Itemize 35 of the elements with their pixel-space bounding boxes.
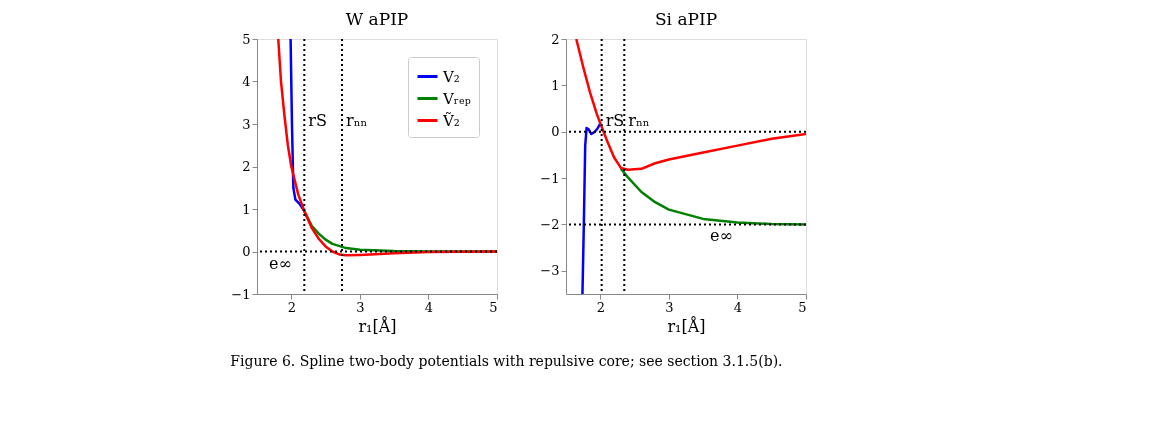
y-tick-label: 2 bbox=[551, 31, 560, 47]
legend-label: V₂ bbox=[442, 67, 460, 86]
ref-line-label: rₙₙ bbox=[346, 110, 368, 130]
y-tick-label: 5 bbox=[242, 31, 251, 47]
y-tick-label: 1 bbox=[242, 201, 251, 217]
x-tick-label: 2 bbox=[596, 299, 605, 315]
x-tick-label: 5 bbox=[489, 299, 498, 315]
y-tick-label: −1 bbox=[231, 286, 251, 302]
legend-label: Vᵣₑₚ bbox=[442, 89, 471, 108]
legend-label: Ṽ₂ bbox=[442, 111, 460, 130]
x-tick-label: 3 bbox=[665, 299, 674, 315]
x-tick-label: 5 bbox=[798, 299, 807, 315]
y-tick-label: 4 bbox=[242, 74, 251, 89]
y-tick-label: −2 bbox=[540, 216, 560, 232]
y-tick-label: 0 bbox=[242, 244, 251, 259]
y-tick-label: 3 bbox=[242, 116, 251, 132]
ref-line-label: rS bbox=[605, 110, 625, 130]
x-tick-label: 4 bbox=[424, 299, 434, 315]
y-tick-label: 0 bbox=[551, 124, 560, 140]
x-tick-label: 3 bbox=[356, 299, 365, 315]
caption: Figure 6. Spline two-body potentials with repulsive core; see section 3.1.5(b). bbox=[230, 352, 783, 369]
ref-line-label: e∞ bbox=[710, 226, 733, 246]
chart-title: W aPIP bbox=[345, 9, 409, 29]
y-tick-label: −3 bbox=[540, 263, 560, 279]
ref-line-label: e∞ bbox=[269, 253, 292, 273]
y-tick-label: 2 bbox=[242, 159, 251, 174]
ref-line-label: rₙₙ bbox=[628, 110, 650, 130]
x-tick-label: 4 bbox=[733, 299, 743, 315]
x-axis-title: r₁[Å] bbox=[358, 315, 397, 336]
ref-line-label: rS bbox=[308, 110, 327, 130]
y-tick-label: −1 bbox=[540, 170, 560, 186]
x-axis-title: r₁[Å] bbox=[667, 315, 706, 336]
x-tick-label: 2 bbox=[287, 299, 296, 315]
y-tick-label: 1 bbox=[551, 77, 560, 93]
chart-title: Si aPIP bbox=[654, 9, 718, 29]
